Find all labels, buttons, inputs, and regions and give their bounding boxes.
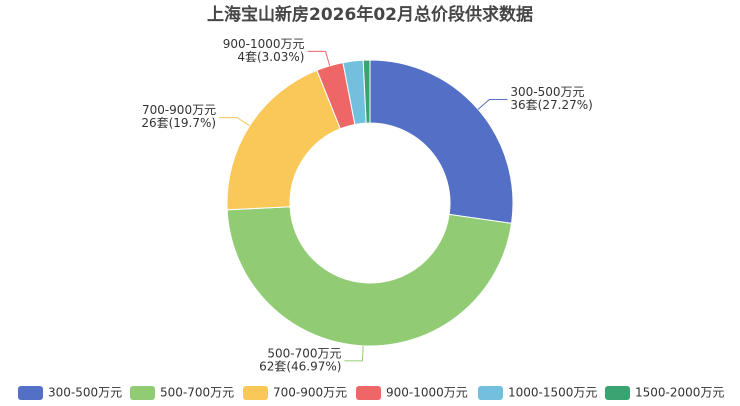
chart-title: 上海宝山新房2026年02月总价段供求数据 bbox=[207, 4, 533, 25]
legend-label: 1500-2000万元 bbox=[635, 386, 724, 400]
legend-marker bbox=[243, 386, 268, 400]
legend-marker bbox=[605, 386, 630, 400]
slice-label-value: 4套(3.03%) bbox=[237, 50, 304, 64]
leader-line bbox=[477, 99, 508, 110]
slice bbox=[226, 69, 341, 211]
legend-marker bbox=[478, 386, 503, 400]
slice-label-name: 300-500万元 bbox=[510, 85, 584, 99]
legend-marker bbox=[356, 386, 381, 400]
legend-marker bbox=[130, 386, 155, 400]
slice-label-value: 36套(27.27%) bbox=[510, 98, 592, 112]
legend-label: 1000-1500万元 bbox=[508, 386, 597, 400]
legend-label: 500-700万元 bbox=[160, 386, 234, 400]
slice-label-value: 26套(19.7%) bbox=[141, 116, 216, 130]
slice bbox=[369, 59, 514, 224]
leader-line bbox=[219, 117, 250, 127]
legend-label: 300-500万元 bbox=[48, 386, 122, 400]
legend-label: 700-900万元 bbox=[273, 386, 347, 400]
slice-label-name: 500-700万元 bbox=[267, 346, 341, 360]
leader-line bbox=[344, 345, 364, 362]
slice bbox=[362, 59, 371, 124]
slice bbox=[226, 206, 513, 347]
legend-marker bbox=[18, 386, 43, 400]
leader-line bbox=[307, 50, 331, 66]
slice-label-name: 700-900万元 bbox=[142, 103, 216, 117]
slice-label-value: 62套(46.97%) bbox=[259, 359, 341, 373]
legend-label: 900-1000万元 bbox=[386, 386, 468, 400]
slice-label-name: 900-1000万元 bbox=[223, 37, 305, 51]
